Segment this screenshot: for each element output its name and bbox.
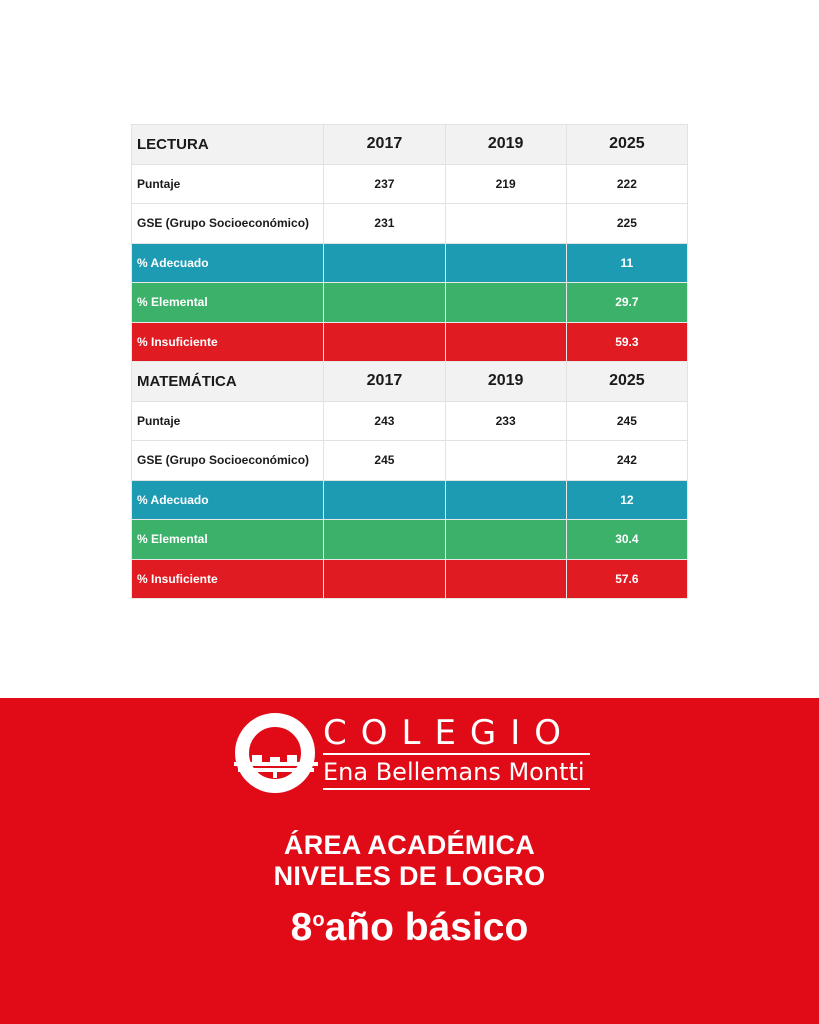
table-cell: 245 (323, 440, 446, 481)
table-cell: 29.7 (565, 282, 689, 323)
year-header: 2019 (444, 124, 567, 165)
table-cell: 57.6 (565, 558, 689, 599)
row-label: % Elemental (130, 519, 325, 560)
year-header: 2025 (565, 361, 689, 402)
logo-underline (323, 788, 590, 790)
table-row: Puntaje 237 219 222 (130, 163, 689, 204)
row-label: % Elemental (130, 282, 325, 323)
footer-banner: COLEGIO Ena Bellemans Montti ÁREA ACADÉM… (0, 698, 819, 1024)
table-cell (444, 282, 567, 323)
year-header: 2025 (565, 124, 689, 165)
table-cell: 222 (565, 163, 689, 204)
heading-subtitle: NIVELES DE LOGRO (273, 861, 546, 891)
subject-title-lectura: LECTURA (130, 124, 325, 165)
insuficiente-row: % Insuficiente 59.3 (130, 321, 689, 362)
table-cell: 231 (323, 203, 446, 244)
table-cell (444, 203, 567, 244)
insuficiente-row: % Insuficiente 57.6 (130, 558, 689, 599)
year-header: 2017 (323, 361, 446, 402)
table-cell: 233 (444, 400, 567, 441)
table-cell (444, 440, 567, 481)
table-cell: 59.3 (565, 321, 689, 362)
elemental-row: % Elemental 30.4 (130, 519, 689, 560)
elemental-row: % Elemental 29.7 (130, 282, 689, 323)
table-cell (444, 519, 567, 560)
grade-ordinal: o (312, 909, 325, 931)
table-cell (323, 519, 446, 560)
row-label: GSE (Grupo Socioeconómico) (130, 203, 325, 244)
table-cell: 12 (565, 479, 689, 520)
lectura-header-row: LECTURA 2017 2019 2025 (130, 124, 689, 165)
year-header: 2019 (444, 361, 567, 402)
grade-number: 8 (290, 906, 313, 949)
school-logo-text: COLEGIO Ena Bellemans Montti (323, 714, 590, 790)
table-cell (323, 479, 446, 520)
adecuado-row: % Adecuado 12 (130, 479, 689, 520)
table-cell: 237 (323, 163, 446, 204)
logo-word: COLEGIO (323, 713, 576, 753)
table-cell (444, 321, 567, 362)
row-label: % Insuficiente (130, 558, 325, 599)
table-cell: 245 (565, 400, 689, 441)
table-cell: 243 (323, 400, 446, 441)
subject-title-matematica: MATEMÁTICA (130, 361, 325, 402)
row-label: GSE (Grupo Socioeconómico) (130, 440, 325, 481)
table-cell (444, 558, 567, 599)
row-label: % Adecuado (130, 242, 325, 283)
row-label: % Insuficiente (130, 321, 325, 362)
row-label: % Adecuado (130, 479, 325, 520)
table-cell: 219 (444, 163, 567, 204)
adecuado-row: % Adecuado 11 (130, 242, 689, 283)
table-cell (323, 242, 446, 283)
year-header: 2017 (323, 124, 446, 165)
table-cell (444, 479, 567, 520)
page-heading: ÁREA ACADÉMICA NIVELES DE LOGRO 8oaño bá… (0, 830, 819, 950)
table-cell (444, 242, 567, 283)
table-cell: 225 (565, 203, 689, 244)
table-cell: 30.4 (565, 519, 689, 560)
table-cell: 242 (565, 440, 689, 481)
table-cell (323, 321, 446, 362)
row-label: Puntaje (130, 400, 325, 441)
school-emblem-icon (232, 710, 320, 796)
logo-divider (323, 753, 590, 755)
table-row: Puntaje 243 233 245 (130, 400, 689, 441)
matematica-header-row: MATEMÁTICA 2017 2019 2025 (130, 361, 689, 402)
grade-title: 8oaño básico (0, 906, 819, 950)
table-row: GSE (Grupo Socioeconómico) 231 225 (130, 203, 689, 244)
table-cell (323, 282, 446, 323)
table-row: GSE (Grupo Socioeconómico) 245 242 (130, 440, 689, 481)
heading-area: ÁREA ACADÉMICA (283, 830, 536, 860)
table-cell: 11 (565, 242, 689, 283)
row-label: Puntaje (130, 163, 325, 204)
grade-text: año básico (324, 906, 529, 949)
results-table: LECTURA 2017 2019 2025 Puntaje 237 219 2… (130, 124, 689, 599)
table-cell (323, 558, 446, 599)
logo-school-name: Ena Bellemans Montti (323, 758, 585, 786)
